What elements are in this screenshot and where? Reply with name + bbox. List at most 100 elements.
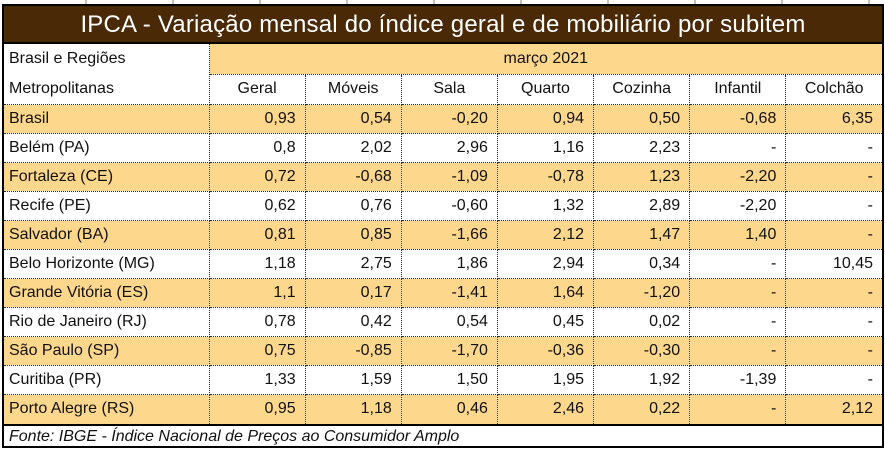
region-label[interactable]: São Paulo (SP): [3, 336, 210, 366]
value-cell[interactable]: -: [785, 162, 883, 192]
value-cell[interactable]: 1,16: [496, 133, 595, 163]
value-cell[interactable]: 1,18: [304, 394, 402, 424]
value-cell[interactable]: -: [689, 133, 787, 163]
value-cell[interactable]: 0,72: [208, 162, 306, 192]
value-cell[interactable]: 0,46: [400, 394, 498, 424]
value-cell[interactable]: -0,30: [593, 336, 691, 366]
value-cell[interactable]: 0,02: [593, 307, 691, 337]
value-cell[interactable]: -: [785, 307, 883, 337]
region-label[interactable]: Salvador (BA): [3, 220, 210, 250]
value-cell[interactable]: 0,17: [304, 278, 402, 308]
value-cell[interactable]: 1,59: [304, 365, 402, 395]
value-cell[interactable]: -1,66: [400, 220, 498, 250]
value-cell[interactable]: 1,64: [496, 278, 595, 308]
region-label[interactable]: Fortaleza (CE): [3, 162, 210, 192]
value-cell[interactable]: -: [785, 191, 883, 221]
value-cell[interactable]: -0,36: [496, 336, 595, 366]
value-cell[interactable]: 1,33: [208, 365, 306, 395]
column-header-geral[interactable]: Geral: [208, 73, 306, 106]
region-label[interactable]: Belém (PA): [3, 133, 210, 163]
region-label[interactable]: Belo Horizonte (MG): [3, 249, 210, 279]
column-header-móveis[interactable]: Móveis: [304, 73, 402, 106]
value-cell[interactable]: -2,20: [689, 162, 787, 192]
value-cell[interactable]: 2,89: [593, 191, 691, 221]
value-cell[interactable]: -0,68: [304, 162, 402, 192]
value-cell[interactable]: 0,54: [304, 104, 402, 134]
value-cell[interactable]: 0,85: [304, 220, 402, 250]
value-cell[interactable]: 1,95: [496, 365, 595, 395]
column-header-infantil[interactable]: Infantil: [689, 73, 787, 106]
value-cell[interactable]: -: [785, 220, 883, 250]
value-cell[interactable]: -0,68: [689, 104, 787, 134]
value-cell[interactable]: 0,8: [208, 133, 306, 163]
value-cell[interactable]: 2,75: [304, 249, 402, 279]
value-cell[interactable]: 2,46: [496, 394, 595, 424]
period-header-cell[interactable]: março 2021: [208, 43, 883, 75]
value-cell[interactable]: -: [689, 307, 787, 337]
value-cell[interactable]: 0,76: [304, 191, 402, 221]
value-cell[interactable]: -1,41: [400, 278, 498, 308]
value-cell[interactable]: -0,78: [496, 162, 595, 192]
region-label[interactable]: Rio de Janeiro (RJ): [3, 307, 210, 337]
value-cell[interactable]: 0,93: [208, 104, 306, 134]
value-cell[interactable]: -: [689, 336, 787, 366]
column-header-quarto[interactable]: Quarto: [496, 73, 595, 106]
value-cell[interactable]: 0,62: [208, 191, 306, 221]
value-cell[interactable]: 0,45: [496, 307, 595, 337]
value-cell[interactable]: -: [785, 133, 883, 163]
value-cell[interactable]: 2,12: [496, 220, 595, 250]
value-cell[interactable]: 0,22: [593, 394, 691, 424]
value-cell[interactable]: 0,42: [304, 307, 402, 337]
value-cell[interactable]: 0,81: [208, 220, 306, 250]
value-cell[interactable]: -1,70: [400, 336, 498, 366]
region-label[interactable]: Brasil: [3, 104, 210, 134]
value-cell[interactable]: 1,86: [400, 249, 498, 279]
column-header-colchão[interactable]: Colchão: [785, 73, 883, 106]
value-cell[interactable]: 2,94: [496, 249, 595, 279]
value-cell[interactable]: 0,50: [593, 104, 691, 134]
value-cell[interactable]: -: [689, 249, 787, 279]
value-cell[interactable]: 1,50: [400, 365, 498, 395]
value-cell[interactable]: -: [785, 365, 883, 395]
value-cell[interactable]: 10,45: [785, 249, 883, 279]
value-cell[interactable]: -1,39: [689, 365, 787, 395]
value-cell[interactable]: 2,23: [593, 133, 691, 163]
row-label-header-cell[interactable]: Brasil e Regiões Metropolitanas: [3, 43, 210, 105]
value-cell[interactable]: 1,18: [208, 249, 306, 279]
value-cell[interactable]: -0,20: [400, 104, 498, 134]
value-cell[interactable]: -2,20: [689, 191, 787, 221]
value-cell[interactable]: 2,02: [304, 133, 402, 163]
value-cell[interactable]: -1,20: [593, 278, 691, 308]
value-cell[interactable]: 1,23: [593, 162, 691, 192]
region-label[interactable]: Porto Alegre (RS): [3, 394, 210, 424]
value-cell[interactable]: -: [785, 278, 883, 308]
value-cell[interactable]: 0,95: [208, 394, 306, 424]
value-cell[interactable]: -0,60: [400, 191, 498, 221]
value-cell[interactable]: -: [785, 336, 883, 366]
value-cell[interactable]: 0,54: [400, 307, 498, 337]
table-title[interactable]: IPCA - Variação mensal do índice geral e…: [4, 6, 882, 44]
value-cell[interactable]: -0,85: [304, 336, 402, 366]
value-cell[interactable]: 2,12: [785, 394, 883, 424]
source-note[interactable]: Fonte: IBGE - Índice Nacional de Preços …: [4, 423, 882, 446]
value-cell[interactable]: 1,47: [593, 220, 691, 250]
value-cell[interactable]: 0,34: [593, 249, 691, 279]
value-cell[interactable]: 1,32: [496, 191, 595, 221]
region-label[interactable]: Grande Vitória (ES): [3, 278, 210, 308]
value-cell[interactable]: 2,96: [400, 133, 498, 163]
value-cell[interactable]: 6,35: [785, 104, 883, 134]
value-cell[interactable]: 1,40: [689, 220, 787, 250]
value-cell[interactable]: -: [689, 394, 787, 424]
value-cell[interactable]: -1,09: [400, 162, 498, 192]
column-header-sala[interactable]: Sala: [400, 73, 498, 106]
value-cell[interactable]: 0,75: [208, 336, 306, 366]
value-cell[interactable]: 0,94: [496, 104, 595, 134]
value-cell[interactable]: 0,78: [208, 307, 306, 337]
column-header-cozinha[interactable]: Cozinha: [593, 73, 691, 106]
value-cell[interactable]: -: [689, 278, 787, 308]
data-table: Brasil e Regiões Metropolitanas março 20…: [3, 43, 883, 424]
value-cell[interactable]: 1,92: [593, 365, 691, 395]
region-label[interactable]: Curitiba (PR): [3, 365, 210, 395]
value-cell[interactable]: 1,1: [208, 278, 306, 308]
region-label[interactable]: Recife (PE): [3, 191, 210, 221]
